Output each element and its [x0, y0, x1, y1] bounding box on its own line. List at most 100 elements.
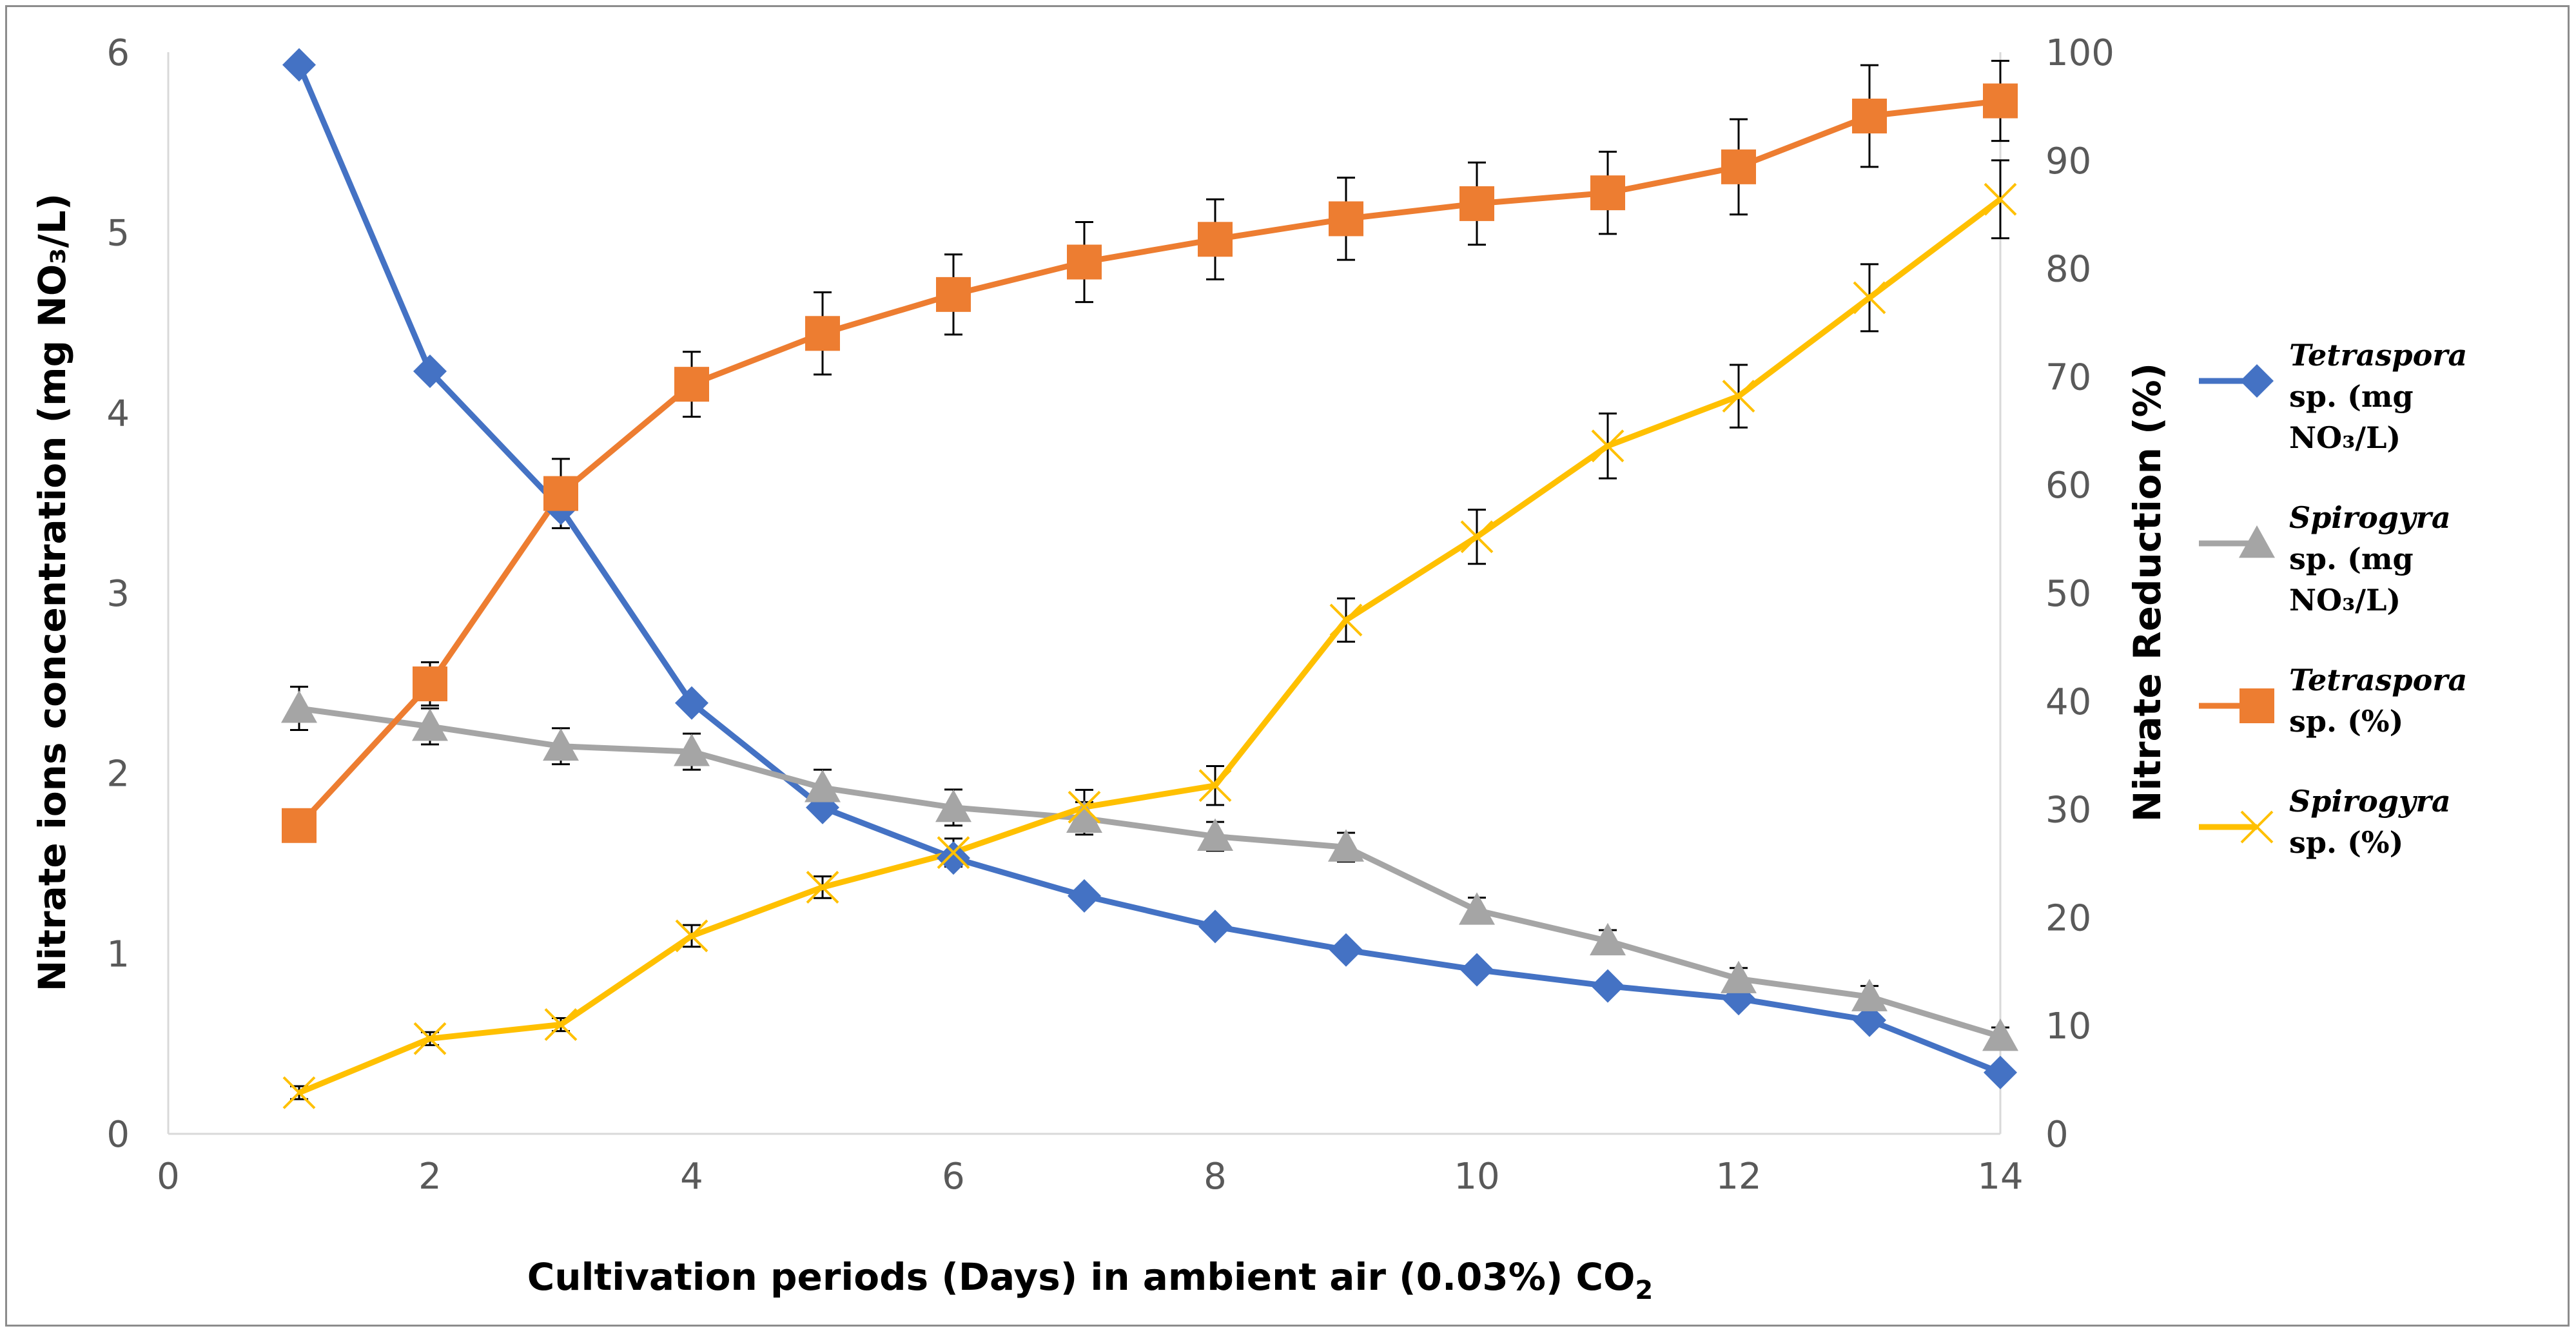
data-point-tetra_pct: [1721, 149, 1756, 184]
legend-label-line: Tetraspora: [2289, 338, 2467, 373]
data-point-spiro_conc: [1197, 818, 1233, 851]
x-tick-label: 6: [942, 1156, 965, 1198]
y-right-tick-label: 100: [2045, 32, 2114, 74]
legend: Tetraspora sp. (mg NO₃/L) Spirogyra sp. (mg N…: [2199, 338, 2467, 860]
y-left-tick-label: 3: [106, 573, 130, 615]
data-point-tetra_conc: [675, 686, 708, 720]
y-left-axis-title: Nitrate ions concentration (mg NO₃/L): [30, 193, 74, 991]
data-point-spiro_conc: [1851, 978, 1888, 1011]
data-point-tetra_pct: [1067, 244, 1102, 280]
data-point-tetra_pct: [1329, 201, 1363, 237]
data-point-spiro_pct: [1722, 380, 1755, 413]
legend-label-line: sp. (%): [2289, 825, 2403, 860]
data-point-tetra_conc: [1198, 910, 1232, 944]
data-point-spiro_conc: [1328, 829, 1364, 862]
data-point-tetra_conc: [1068, 879, 1101, 913]
series-lines: [296, 63, 2002, 1096]
series-line-tetra_pct: [297, 98, 2001, 828]
legend-item-spiro_conc: Spirogyra sp. (mg NO₃/L): [2199, 500, 2451, 618]
legend-label-line: sp. (mg: [2289, 379, 2414, 414]
x-tick-label: 14: [1977, 1156, 2023, 1198]
data-point-tetra_pct: [543, 476, 578, 511]
data-point-spiro_pct: [1853, 281, 1886, 315]
data-point-spiro_pct: [544, 1008, 578, 1041]
legend-label: Spirogyra sp. (%): [2289, 784, 2451, 860]
data-point-spiro_pct: [1198, 769, 1232, 803]
data-point-spiro_pct: [1460, 520, 1494, 554]
data-point-tetra_pct: [1198, 222, 1233, 257]
y-right-tick-label: 90: [2045, 141, 2091, 182]
legend-swatch-marker: [2239, 688, 2274, 723]
legend-label: Tetraspora sp. (%): [2289, 663, 2467, 739]
data-point-spiro_conc: [1066, 800, 1102, 833]
data-point-spiro_pct: [937, 836, 970, 870]
data-point-tetra_conc: [1329, 933, 1363, 967]
error-bars: [290, 59, 2009, 1100]
data-point-spiro_conc: [935, 789, 971, 822]
x-tick-label: 10: [1454, 1156, 1499, 1198]
legend-item-tetra_conc: Tetraspora sp. (mg NO₃/L): [2199, 338, 2467, 455]
data-point-tetra_pct: [413, 666, 447, 701]
legend-label-line: NO₃/L): [2289, 583, 2401, 618]
y-right-tick-label: 0: [2045, 1114, 2069, 1156]
data-point-tetra_conc: [1591, 969, 1625, 1003]
data-point-tetra_pct: [282, 808, 317, 843]
data-point-spiro_conc: [412, 708, 448, 741]
data-point-tetra_conc: [1460, 953, 1494, 987]
y-left-tick-label: 1: [106, 933, 130, 975]
data-point-spiro_conc: [674, 734, 710, 766]
data-point-tetra_conc: [1853, 1003, 1886, 1037]
data-point-spiro_pct: [413, 1022, 447, 1055]
legend-label: Tetraspora sp. (mg NO₃/L): [2289, 338, 2467, 455]
x-tick-label: 4: [680, 1156, 703, 1198]
x-axis-title-subscript: 2: [1635, 1276, 1653, 1305]
data-point-spiro_conc: [805, 770, 841, 803]
y-right-tick-label: 30: [2045, 790, 2091, 832]
x-axis-title-main: Cultivation periods (Days) in ambient ai…: [527, 1255, 1635, 1299]
y-right-tick-label: 80: [2045, 249, 2091, 291]
x-tick-label: 0: [157, 1156, 180, 1198]
y-right-axis-title: Nitrate Reduction (%): [2125, 363, 2169, 822]
data-point-spiro_pct: [282, 1076, 316, 1109]
x-axis-title: Cultivation periods (Days) in ambient ai…: [527, 1255, 1654, 1305]
x-tick-label: 8: [1204, 1156, 1227, 1198]
data-point-tetra_pct: [805, 316, 840, 351]
data-point-spiro_pct: [806, 871, 839, 904]
y-right-tick-label: 20: [2045, 897, 2091, 939]
chart-frame: 0 2 4 6 8 10 12 14 0 1 2 3 4 5 6 0 10 20 30 40 50 60 70 80 90 100…: [5, 5, 2570, 1327]
y-left-tick-label: 2: [106, 754, 130, 795]
legend-item-tetra_pct: Tetraspora sp. (%): [2199, 663, 2467, 739]
x-tick-label: 12: [1715, 1156, 1761, 1198]
y-right-tick-label: 70: [2045, 356, 2091, 398]
legend-label-line: Spirogyra: [2289, 784, 2451, 819]
data-point-tetra_pct: [1852, 99, 1887, 134]
data-point-tetra_conc: [937, 841, 970, 875]
y-right-tick-label: 60: [2045, 465, 2091, 507]
data-point-tetra_conc: [282, 48, 316, 82]
data-point-tetra_conc: [413, 355, 447, 389]
y-right-tick-label: 10: [2045, 1006, 2091, 1047]
y-left-tick-label: 6: [106, 32, 130, 74]
data-point-spiro_pct: [1329, 603, 1363, 637]
series-line-spiro_pct: [298, 197, 2002, 1096]
axes: [167, 52, 2002, 1135]
data-point-spiro_conc: [281, 690, 317, 723]
legend-label-line: Tetraspora: [2289, 663, 2467, 697]
data-point-spiro_conc: [1721, 960, 1757, 993]
data-point-tetra_pct: [1590, 175, 1625, 211]
legend-label-line: NO₃/L): [2289, 420, 2401, 455]
data-point-spiro_pct: [1984, 182, 2017, 216]
legend-label-line: sp. (%): [2289, 704, 2403, 739]
series-line-spiro_conc: [298, 705, 2002, 1040]
data-point-spiro_conc: [1982, 1018, 2018, 1051]
y-left-tick-label: 5: [106, 213, 130, 255]
data-point-tetra_conc: [1984, 1055, 2017, 1089]
data-point-spiro_pct: [1591, 429, 1625, 463]
data-point-spiro_conc: [1459, 892, 1495, 925]
y-right-tick-label: 50: [2045, 573, 2091, 615]
y-right-tick-label: 40: [2045, 681, 2091, 723]
data-point-tetra_pct: [1983, 83, 2018, 119]
legend-label-line: sp. (mg: [2289, 541, 2414, 576]
legend-swatch-marker: [2240, 810, 2274, 844]
y-left-tick-label: 0: [106, 1114, 130, 1156]
